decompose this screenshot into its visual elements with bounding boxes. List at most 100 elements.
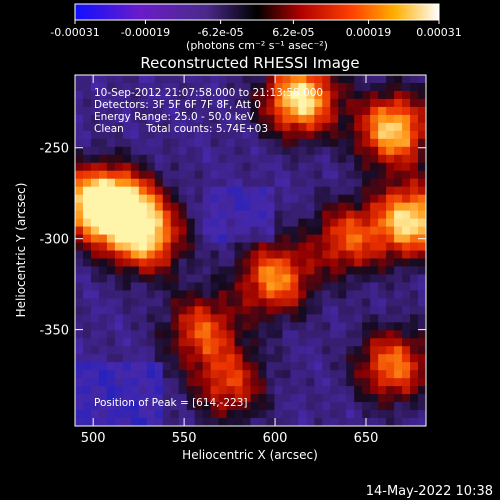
heatmap-cell [322, 178, 331, 188]
heatmap-cell [282, 106, 291, 116]
heatmap-cell [370, 250, 379, 260]
heatmap-cell [242, 146, 252, 156]
heatmap-cell [266, 402, 276, 411]
heatmap-cell [82, 154, 92, 164]
heatmap-cell [402, 418, 411, 426]
heatmap-cell [75, 82, 84, 92]
heatmap-cell [370, 290, 379, 299]
heatmap-cell [234, 234, 244, 244]
heatmap-cell [154, 370, 164, 379]
heatmap-cell [202, 82, 212, 92]
heatmap-cell [290, 210, 299, 220]
heatmap-cell [146, 178, 156, 188]
heatmap-cell [298, 282, 307, 291]
heatmap-cell [90, 370, 100, 379]
heatmap-cell [386, 370, 395, 379]
heatmap-cell [202, 338, 212, 347]
heatmap-cell [178, 234, 188, 244]
heatmap-cell [298, 218, 307, 228]
heatmap-cell [154, 258, 164, 268]
heatmap-cell [186, 210, 196, 220]
heatmap-cell [378, 154, 387, 164]
heatmap-cell [114, 410, 124, 419]
heatmap-cell [210, 378, 220, 387]
heatmap-cell [162, 250, 172, 260]
heatmap-cell [162, 266, 172, 276]
heatmap-cell [402, 282, 411, 291]
heatmap-cell [154, 330, 164, 339]
heatmap-cell [146, 378, 156, 387]
heatmap-cell [362, 258, 371, 268]
heatmap-cell [330, 322, 339, 331]
heatmap-cell [410, 354, 419, 363]
heatmap-cell [122, 322, 132, 331]
heatmap-cell [282, 338, 291, 347]
heatmap-cell [402, 146, 411, 156]
heatmap-cell [106, 394, 116, 403]
heatmap-cell [346, 378, 355, 387]
heatmap-cell [306, 106, 315, 116]
heatmap-cell [130, 210, 140, 220]
heatmap-cell [178, 138, 188, 148]
heatmap-cell [306, 178, 315, 188]
heatmap-cell [370, 322, 379, 331]
heatmap-cell [282, 314, 291, 323]
heatmap-cell [354, 250, 363, 260]
heatmap-cell [122, 218, 132, 228]
heatmap-cell [378, 266, 387, 276]
heatmap-cell [154, 98, 164, 108]
heatmap-cell [122, 266, 132, 276]
heatmap-cell [362, 82, 371, 92]
heatmap-cell [194, 258, 204, 268]
heatmap-cell [202, 234, 212, 244]
heatmap-cell [218, 386, 228, 395]
heatmap-cell [106, 154, 116, 164]
heatmap-cell [90, 378, 100, 387]
heatmap-cell [266, 82, 276, 92]
heatmap-cell [274, 290, 284, 299]
heatmap-cell [90, 154, 100, 164]
heatmap-cell [234, 146, 244, 156]
heatmap-cell [218, 322, 228, 331]
heatmap-cell [106, 258, 116, 268]
heatmap-cell [314, 394, 323, 403]
heatmap-cell [170, 154, 180, 164]
heatmap-cell [162, 114, 172, 124]
heatmap-cell [314, 194, 323, 204]
heatmap-cell [242, 82, 252, 92]
heatmap-cell [346, 106, 355, 116]
heatmap-cell [106, 386, 116, 395]
heatmap-cell [234, 346, 244, 355]
heatmap-cell [322, 266, 331, 276]
heatmap-cell [122, 90, 132, 100]
heatmap-cell [242, 378, 252, 387]
heatmap-cell [266, 122, 276, 132]
heatmap-cell [186, 282, 196, 291]
heatmap-cell [178, 266, 188, 276]
heatmap-cell [402, 402, 411, 411]
heatmap-cell [170, 330, 180, 339]
heatmap-cell [322, 242, 331, 252]
heatmap-cell [98, 90, 108, 100]
heatmap-cell [338, 130, 347, 140]
heatmap-cell [314, 75, 323, 84]
heatmap-cell [386, 106, 395, 116]
heatmap-cell [418, 378, 426, 387]
heatmap-cell [402, 362, 411, 371]
heatmap-cell [314, 378, 323, 387]
heatmap-cell [242, 170, 252, 180]
heatmap-cell [90, 90, 100, 100]
heatmap-cell [274, 170, 284, 180]
heatmap-cell [186, 402, 196, 411]
heatmap-cell [362, 314, 371, 323]
heatmap-cell [290, 378, 299, 387]
heatmap-cell [298, 266, 307, 276]
heatmap-cell [314, 106, 323, 116]
heatmap-cell [282, 346, 291, 355]
heatmap-cell [178, 170, 188, 180]
heatmap-cell [298, 146, 307, 156]
heatmap-cell [75, 346, 84, 355]
heatmap-cell [130, 274, 140, 284]
heatmap-cell [354, 114, 363, 124]
heatmap-cell [354, 410, 363, 419]
